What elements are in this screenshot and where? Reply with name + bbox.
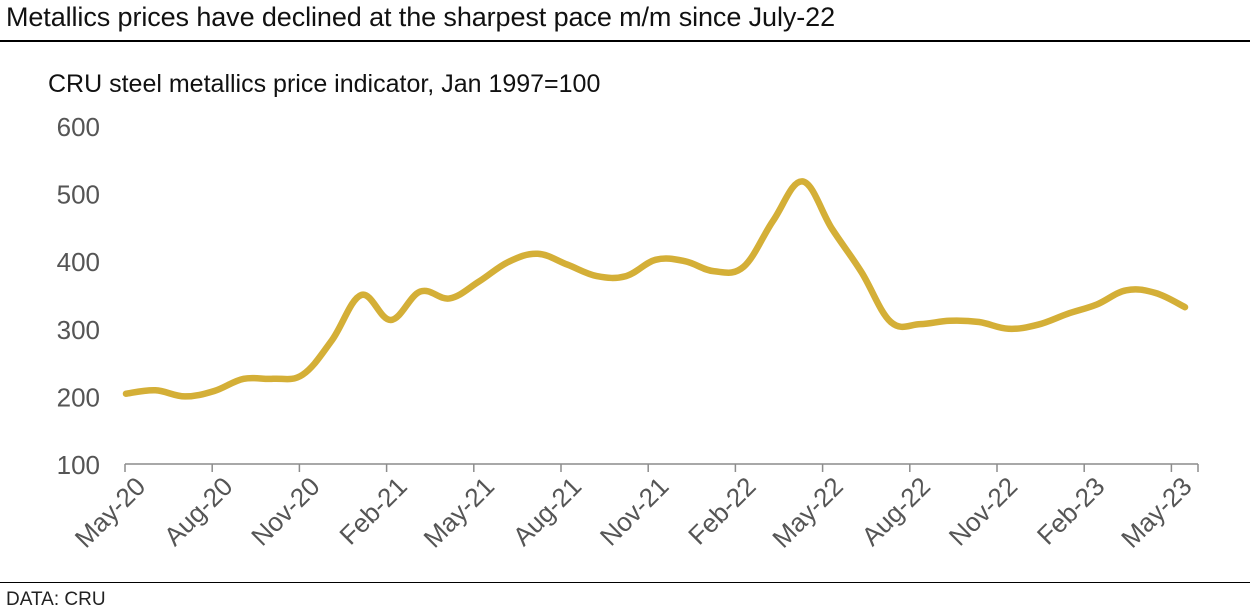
x-tick-label: Feb-23 [1031, 471, 1110, 550]
x-tick-label: Nov-22 [943, 471, 1023, 551]
title-divider [0, 40, 1250, 42]
data-point [123, 391, 129, 397]
data-point [1035, 322, 1041, 328]
data-point [182, 393, 188, 399]
x-axis [124, 463, 1199, 472]
data-point [270, 376, 276, 382]
x-tick-label: Aug-22 [856, 471, 936, 551]
y-tick-label: 200 [57, 382, 100, 412]
data-point [564, 262, 570, 268]
chart-subtitle: CRU steel metallics price indicator, Jan… [48, 70, 601, 98]
data-point [711, 268, 717, 274]
data-point [535, 251, 541, 257]
data-point [152, 387, 158, 393]
data-point [1094, 302, 1100, 308]
data-point [388, 317, 394, 323]
x-tick-label: May-20 [69, 471, 152, 554]
data-point [505, 259, 511, 265]
data-point [829, 226, 835, 232]
data-point [211, 388, 217, 394]
y-axis: 100 200 300 400 500 600 [57, 112, 100, 480]
data-point [329, 337, 335, 343]
y-tick-label: 500 [57, 180, 100, 210]
data-point [682, 258, 688, 264]
x-tick-label: Aug-20 [158, 471, 238, 551]
data-point [300, 372, 306, 378]
x-tick-label: May-21 [418, 471, 501, 554]
source-note: DATA: CRU [6, 589, 106, 610]
data-point [241, 376, 247, 382]
data-point [888, 319, 894, 325]
data-point [417, 289, 423, 295]
y-tick-label: 100 [57, 450, 100, 480]
data-point [1006, 326, 1012, 332]
data-point [800, 178, 806, 184]
source-divider [0, 582, 1250, 583]
y-tick-label: 400 [57, 247, 100, 277]
data-point [1182, 304, 1188, 310]
series-line [122, 178, 1189, 400]
x-tick-label: Feb-22 [682, 471, 761, 550]
data-point [594, 273, 600, 279]
data-point [770, 218, 776, 224]
data-point [917, 321, 923, 327]
x-tick-label: Aug-21 [507, 471, 587, 551]
data-point [1064, 311, 1070, 317]
x-tick-label: May-23 [1115, 471, 1198, 554]
data-point [653, 257, 659, 263]
x-tick-label: Nov-21 [594, 471, 674, 551]
data-point [947, 318, 953, 324]
chart-title: Metallics prices have declined at the sh… [6, 2, 835, 32]
data-point [1123, 287, 1129, 293]
x-tick-label: Feb-21 [333, 471, 412, 550]
data-point [623, 273, 629, 279]
data-point [476, 279, 482, 285]
y-tick-label: 600 [57, 112, 100, 142]
data-point [858, 269, 864, 275]
data-point [1153, 290, 1159, 296]
data-point [358, 292, 364, 298]
data-point [976, 319, 982, 325]
data-point [741, 264, 747, 270]
x-axis-labels: May-20 Aug-20 Nov-20 Feb-21 May-21 Aug-21 Nov-… [69, 471, 1198, 554]
series-group [122, 178, 1189, 400]
x-tick-label: Nov-20 [245, 471, 325, 551]
y-tick-label: 300 [57, 315, 100, 345]
x-tick-label: May-22 [766, 471, 849, 554]
data-point [447, 295, 453, 301]
